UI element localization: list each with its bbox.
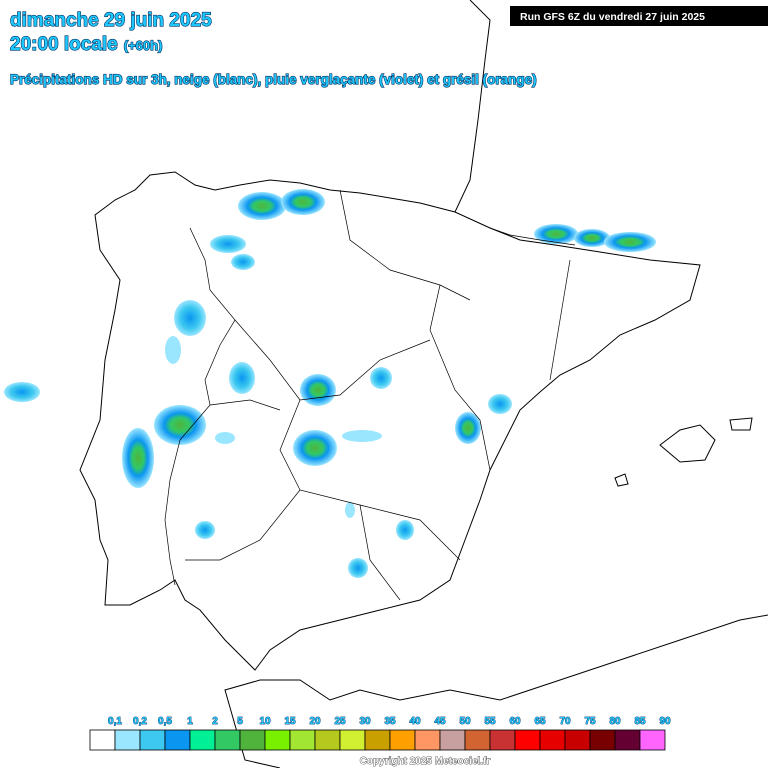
legend-label: 45 (434, 716, 446, 727)
rain-area (231, 254, 255, 270)
legend-swatch (239, 729, 266, 751)
legend-label: 50 (459, 716, 471, 727)
legend-swatch (464, 729, 491, 751)
rain-area (300, 374, 336, 406)
rain-area (238, 192, 286, 220)
time-title: 20:00 locale (+60h) (10, 34, 162, 55)
legend-swatch (414, 729, 441, 751)
legend-swatch (214, 729, 241, 751)
mallorca (659, 424, 716, 463)
legend-swatch (514, 729, 541, 751)
date-title: dimanche 29 juin 2025 (10, 10, 212, 31)
legend-swatch (589, 729, 616, 751)
legend-swatch (189, 729, 216, 751)
offset: (+60h) (124, 38, 163, 53)
rain-area (574, 229, 610, 247)
legend-label: 15 (284, 716, 296, 727)
rain-area (174, 300, 206, 336)
run-box (510, 6, 768, 26)
rain-area (4, 382, 40, 402)
legend-label: 5 (237, 716, 243, 727)
legend-label: 60 (509, 716, 521, 727)
iberia-coast (79, 171, 701, 671)
legend-swatch (164, 729, 191, 751)
legend-label: 85 (634, 716, 646, 727)
rain-area (215, 432, 235, 444)
legend-label: 70 (559, 716, 571, 727)
rain-area (345, 502, 355, 518)
legend-label: 80 (609, 716, 621, 727)
legend-label: 30 (359, 716, 371, 727)
rain-area (229, 362, 255, 394)
legend-label: 10 (259, 716, 271, 727)
legend-swatch (539, 729, 566, 751)
legend-label: 35 (384, 716, 396, 727)
menorca (729, 417, 753, 431)
rain-area (165, 336, 181, 364)
rain-area (348, 558, 368, 578)
rain-area (154, 405, 206, 445)
legend-swatch (614, 729, 641, 751)
rain-area (396, 520, 414, 540)
legend-swatch (639, 729, 666, 751)
subtitle: Précipitations HD sur 3h, neige (blanc),… (10, 72, 537, 87)
legend-label: 1 (187, 716, 193, 727)
legend-label: 40 (409, 716, 421, 727)
legend-swatch (114, 729, 141, 751)
legend-label: 20 (309, 716, 321, 727)
france-coast (454, 0, 491, 213)
run-info: Run GFS 6Z du vendredi 27 juin 2025 (520, 11, 705, 23)
legend-swatch (264, 729, 291, 751)
rain-area (195, 521, 215, 539)
legend-label: 25 (334, 716, 346, 727)
borders (164, 189, 576, 601)
legend-swatch (139, 729, 166, 751)
rain-area (342, 430, 382, 442)
legend-label: 0,5 (158, 716, 172, 727)
legend-label: 55 (484, 716, 496, 727)
legend-swatch (89, 729, 116, 751)
coastline (79, 0, 768, 768)
rain-area (534, 224, 578, 244)
legend-label: 2 (212, 716, 218, 727)
rain-area (293, 430, 337, 466)
legend-label: 65 (534, 716, 546, 727)
rain-area (488, 394, 512, 414)
legend-swatch (489, 729, 516, 751)
legend-swatch (439, 729, 466, 751)
legend-swatch (389, 729, 416, 751)
copyright: Copyright 2025 Meteociel.fr (360, 756, 491, 767)
legend-label: 90 (659, 716, 671, 727)
france-border (489, 227, 576, 246)
africa-coast (224, 614, 768, 768)
portugal-border (164, 227, 236, 586)
rain-area (455, 412, 481, 444)
rain-area (370, 367, 392, 389)
legend-swatch (289, 729, 316, 751)
time: 20:00 locale (10, 34, 118, 55)
legend-swatch (339, 729, 366, 751)
region-lines (185, 189, 571, 601)
rain-area (122, 428, 154, 488)
legend-swatch (314, 729, 341, 751)
legend-label: 0,1 (108, 716, 122, 727)
legend-swatch (364, 729, 391, 751)
rain-area (604, 232, 656, 252)
legend: 0,1 0,2 0,5 1 2 5 10 15 20 25 30 35 40 45 50 55 60 65 70 75… (89, 716, 671, 751)
rain-area (281, 189, 325, 215)
legend-label: 75 (584, 716, 596, 727)
rain-area (210, 235, 246, 253)
precipitation (4, 189, 656, 578)
legend-label: 0,2 (133, 716, 147, 727)
ibiza (614, 473, 629, 487)
legend-swatch (564, 729, 591, 751)
